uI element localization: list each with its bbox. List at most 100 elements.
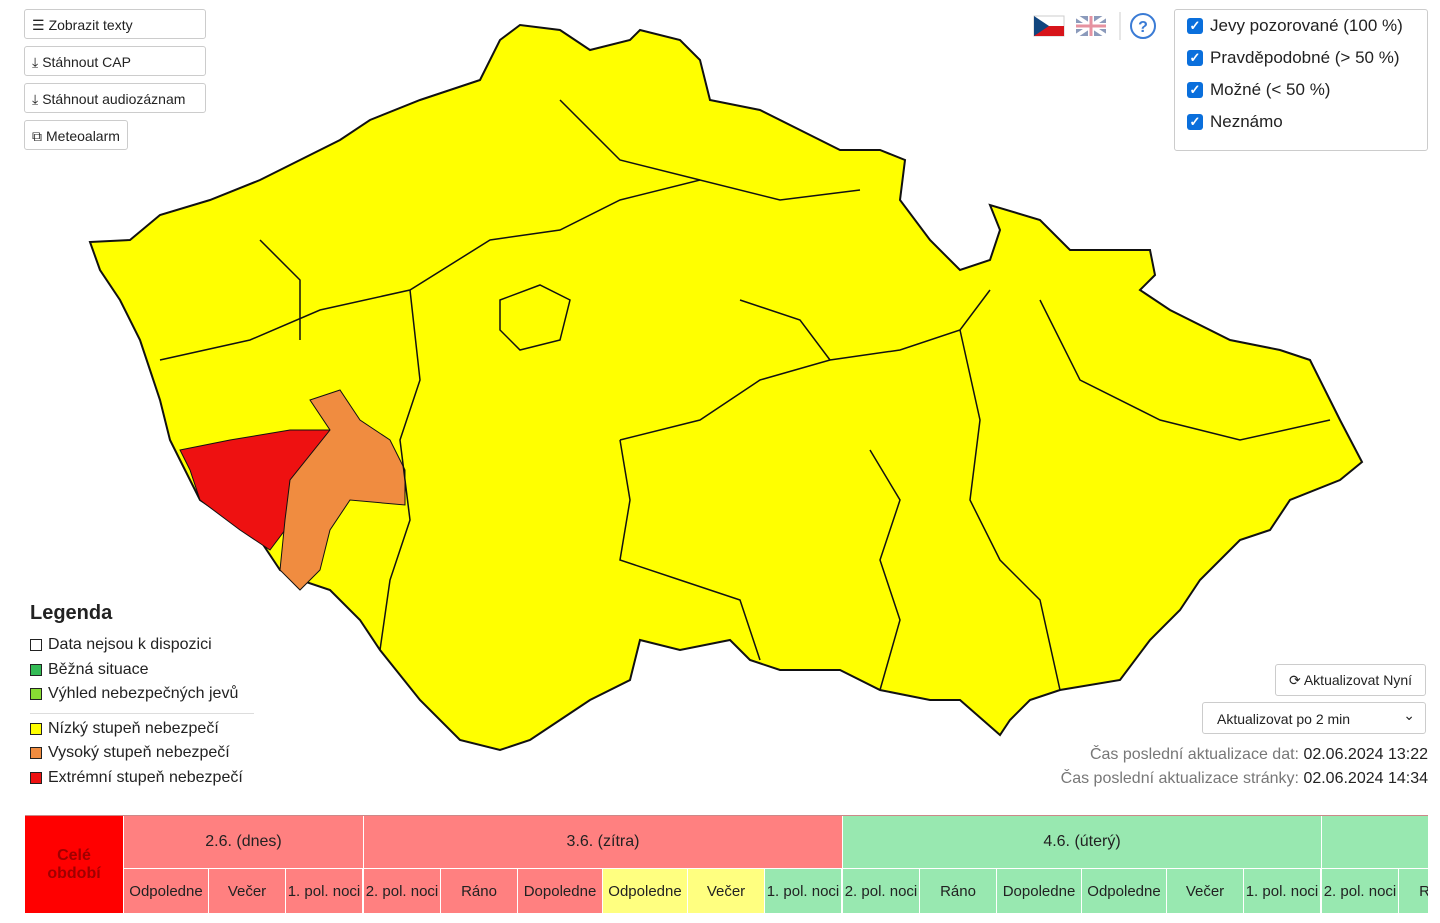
period[interactable]: Dopoledne (997, 869, 1082, 913)
checkbox[interactable]: ✓ (1187, 114, 1203, 130)
button-label: Stáhnout audiozáznam (42, 91, 186, 107)
period[interactable]: Ráno (1399, 869, 1428, 913)
filter-option[interactable]: ✓ Pravděpodobné (> 50 %) (1175, 42, 1427, 74)
period[interactable]: 1. pol. noci (286, 869, 363, 913)
toolbar-button[interactable]: ⤓ Stáhnout audiozáznam (24, 83, 206, 113)
period[interactable]: Večer (688, 869, 765, 913)
toolbar-button[interactable]: ⧉ Meteoalarm (24, 120, 128, 150)
legend: Legenda Data nejsou k dispozici Běžná situ… (30, 602, 254, 790)
legend-item: Data nejsou k dispozici (30, 633, 254, 658)
legend-swatch (30, 663, 42, 676)
filter-panel: ✓ Jevy pozorované (100 %) ✓ Pravděpodobné (… (1174, 9, 1428, 151)
status-label: Čas poslední aktualizace dat: (1089, 746, 1299, 763)
periods: Odpoledne Večer 1. pol. noci (124, 869, 363, 913)
button-icon: ☰ (32, 17, 45, 33)
flag-en[interactable] (1074, 14, 1108, 38)
filter-option[interactable]: ✓ Možné (< 50 %) (1175, 74, 1427, 106)
refresh-icon: ⟳ (1288, 671, 1304, 688)
status-line: Čas poslední aktualizace stránky: 02.06.… (1061, 767, 1428, 791)
legend-swatch (30, 722, 42, 735)
legend-swatch (30, 771, 42, 784)
button-icon: ⤓ (32, 54, 39, 70)
toolbar-button[interactable]: ⤓ Stáhnout CAP (24, 46, 206, 76)
toolbar-button[interactable]: ☰ Zobrazit texty (24, 9, 206, 39)
button-label: Stáhnout CAP (42, 54, 131, 70)
period[interactable]: Odpoledne (1082, 869, 1167, 913)
legend-label: Běžná situace (48, 660, 149, 678)
checkbox[interactable]: ✓ (1187, 18, 1203, 34)
legend-item: Nízký stupeň nebezpečí (30, 712, 254, 742)
period[interactable]: Odpoledne (603, 869, 688, 913)
day: 2.6. (dnes) Odpoledne Večer 1. pol. noci (124, 816, 364, 913)
region-high[interactable] (279, 389, 406, 591)
filter-label: Možné (< 50 %) (1210, 80, 1331, 99)
legend-items: Data nejsou k dispozici Běžná situace Výhl… (30, 633, 254, 790)
legend-swatch (30, 688, 42, 701)
checkbox[interactable]: ✓ (1187, 50, 1203, 66)
legend-item: Extrémní stupeň nebezpečí (30, 766, 254, 791)
period[interactable]: 2. pol. noci (843, 869, 920, 913)
days: 2.6. (dnes) Odpoledne Večer 1. pol. noci 3.6… (124, 816, 1428, 913)
period[interactable]: Večer (1167, 869, 1244, 913)
refresh-select[interactable]: Aktualizovat po 2 min (1202, 699, 1426, 734)
timeline: Celé období 2.6. (dnes) Odpoledne Večer 1. p… (25, 815, 1428, 913)
legend-title: Legenda (30, 602, 113, 624)
filter-label: Jevy pozorované (100 %) (1210, 16, 1403, 35)
button-icon: ⧉ (32, 128, 42, 144)
periods: 2. pol. noci Ráno Dopoledne Odpoledne Večer 1… (843, 869, 1321, 913)
checkbox[interactable]: ✓ (1187, 82, 1203, 98)
legend-label: Vysoký stupeň nebezpečí (48, 744, 230, 762)
period[interactable]: Ráno (441, 869, 518, 913)
refresh-button[interactable]: ⟳ Aktualizovat Nyní (1275, 664, 1426, 696)
legend-label: Data nejsou k dispozici (48, 636, 212, 654)
day-header[interactable]: 2.6. (dnes) (124, 816, 363, 869)
warning-map: ? (88, 12, 1364, 752)
legend-swatch (30, 747, 42, 760)
period[interactable]: Ráno (920, 869, 997, 913)
period[interactable]: 1. pol. noci (765, 869, 842, 913)
period[interactable]: Večer (209, 869, 286, 913)
legend-item: Běžná situace (30, 658, 254, 683)
button-icon: ⤓ (32, 91, 39, 107)
toolbar: ☰ Zobrazit texty ⤓ Stáhnout CAP ⤓ Stáhnout au… (24, 9, 206, 157)
region-borders (159, 99, 1331, 691)
legend-label: Extrémní stupeň nebezpečí (48, 768, 243, 786)
legend-swatch (30, 639, 42, 652)
legend-item: Výhled nebezpečných jevů (30, 682, 254, 707)
status-line: Čas poslední aktualizace dat: 02.06.2024… (1061, 743, 1428, 767)
period[interactable]: 2. pol. noci (1322, 869, 1399, 913)
status-value: 02.06.2024 14:34 (1303, 770, 1428, 787)
legend-label: Nízký stupeň nebezpečí (48, 719, 219, 737)
legend-label: Výhled nebezpečných jevů (48, 685, 239, 703)
day-header[interactable]: 3.6. (zítra) (364, 816, 842, 869)
day-header[interactable]: 4.6. (úterý) (843, 816, 1321, 869)
filter-option[interactable]: ✓ Neznámo (1175, 106, 1427, 138)
refresh-label: Aktualizovat Nyní (1303, 671, 1413, 688)
whole-period[interactable]: Celé období (25, 816, 123, 913)
help-icon[interactable] (1130, 13, 1156, 39)
button-label: Meteoalarm (46, 128, 120, 144)
filter-option[interactable]: ✓ Jevy pozorované (100 %) (1175, 10, 1427, 42)
day: 3.6. (zítra) 2. pol. noci Ráno Dopoledne Odp… (364, 816, 843, 913)
day-header[interactable] (1322, 816, 1428, 869)
status-label: Čas poslední aktualizace stránky: (1060, 770, 1299, 787)
periods: 2. pol. noci Ráno Dopoledne Odpoledne Večer 1… (364, 869, 842, 913)
button-label: Zobrazit texty (48, 17, 133, 33)
flag-cz[interactable] (1033, 15, 1065, 37)
status: Čas poslední aktualizace dat: 02.06.2024… (1061, 743, 1428, 791)
status-value: 02.06.2024 13:22 (1303, 746, 1428, 763)
legend-item: Vysoký stupeň nebezpečí (30, 741, 254, 766)
filter-label: Neznámo (1210, 112, 1283, 131)
help-label[interactable]: ? (1138, 19, 1148, 36)
period[interactable]: 1. pol. noci (1244, 869, 1321, 913)
filter-label: Pravděpodobné (> 50 %) (1210, 48, 1400, 67)
period[interactable]: Odpoledne (124, 869, 209, 913)
period[interactable]: 2. pol. noci (364, 869, 441, 913)
day: 4.6. (úterý) 2. pol. noci Ráno Dopoledne Odp… (843, 816, 1322, 913)
country[interactable] (88, 23, 1364, 752)
period[interactable]: Dopoledne (518, 869, 603, 913)
